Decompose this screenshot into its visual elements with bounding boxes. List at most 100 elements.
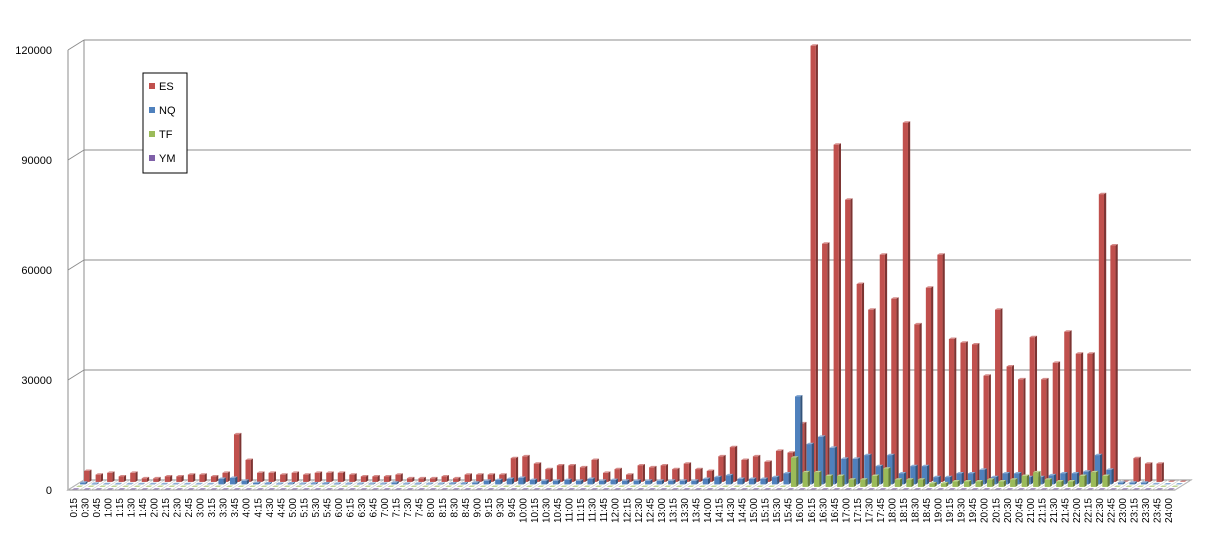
bar-es	[1133, 456, 1141, 482]
bar-es	[729, 445, 738, 482]
x-tick-label: 8:00	[426, 498, 437, 518]
bar-face	[368, 483, 374, 485]
bar-face	[1079, 474, 1087, 476]
bar-ym	[717, 488, 726, 490]
bar-face	[1109, 488, 1118, 490]
bar-face	[481, 473, 484, 482]
bar-face	[506, 477, 515, 479]
bar-face	[1096, 470, 1099, 487]
bar-face	[319, 471, 323, 482]
bar-face	[337, 471, 346, 473]
bar-face	[1076, 472, 1080, 485]
bar-face	[830, 474, 833, 487]
bar-face	[110, 485, 119, 487]
bar-face	[568, 465, 574, 482]
bar-ym	[821, 488, 829, 490]
bar-face	[152, 488, 161, 490]
bar-tf	[295, 485, 303, 487]
bar-es	[879, 253, 888, 482]
bar-face	[1144, 463, 1151, 482]
bar-ym	[994, 488, 1002, 490]
bar-face	[844, 488, 853, 490]
bar-face	[633, 479, 641, 481]
gridline-side	[67, 39, 85, 51]
bar-es	[233, 432, 242, 482]
bar-face	[91, 482, 99, 484]
bar-ym	[810, 488, 818, 490]
bar-tf	[664, 485, 672, 487]
bar-face	[118, 476, 124, 482]
bar-face	[752, 488, 760, 490]
bar-ym	[1109, 488, 1118, 490]
bar-face	[477, 481, 480, 485]
bar-face	[975, 481, 981, 487]
bar-ym	[890, 488, 899, 490]
bar-es	[1179, 480, 1187, 482]
floor-grid	[102, 479, 119, 491]
bar-face	[256, 488, 264, 490]
bar-face	[118, 475, 127, 477]
bar-ym	[72, 488, 80, 490]
bar-face	[802, 472, 808, 487]
bar-nq	[541, 479, 549, 485]
bar-face	[765, 477, 768, 485]
bar-face	[764, 461, 770, 482]
bar-face	[913, 488, 922, 490]
bar-face	[925, 287, 932, 482]
floor-grid	[137, 479, 154, 491]
x-tick-label: 22:45	[1107, 498, 1118, 523]
bar-face	[688, 462, 692, 482]
bar-face	[1160, 485, 1168, 487]
bar-face	[268, 471, 276, 473]
bar-es	[510, 456, 519, 482]
bar-face	[571, 485, 580, 487]
bar-face	[291, 472, 297, 482]
bar-face	[419, 482, 422, 485]
bar-tf	[860, 478, 868, 487]
bar-face	[725, 475, 732, 485]
bar-es	[476, 473, 484, 482]
bar-face	[1129, 482, 1135, 485]
x-tick-label: 4:45	[276, 498, 287, 518]
bar-face	[861, 282, 865, 482]
bar-face	[176, 476, 182, 482]
bar-face	[1006, 365, 1014, 367]
bar-tf	[894, 478, 903, 487]
bar-face	[1046, 377, 1049, 482]
bar-face	[1064, 331, 1070, 482]
bar-face	[1038, 470, 1041, 487]
bar-face	[453, 476, 461, 479]
x-tick-label: 6:30	[357, 498, 368, 518]
bar-face	[775, 450, 782, 482]
bar-es	[1006, 365, 1014, 482]
bar-es	[741, 458, 749, 482]
bar-face	[522, 454, 530, 457]
bar-face	[327, 481, 330, 485]
bar-face	[615, 478, 618, 485]
bar-face	[1029, 335, 1038, 338]
bar-face	[875, 464, 884, 467]
x-tick-label: 17:15	[853, 498, 864, 523]
bar-face	[89, 469, 92, 482]
bar-face	[119, 482, 123, 485]
bar-tf	[756, 485, 764, 487]
bar-tf	[687, 485, 695, 487]
bar-nq	[368, 482, 376, 485]
bar-face	[1075, 488, 1083, 490]
bar-face	[529, 480, 535, 485]
bar-face	[679, 480, 685, 485]
bar-es	[556, 464, 565, 482]
bar-face	[756, 485, 764, 487]
x-tick-label: 15:30	[772, 498, 783, 523]
bar-ym	[556, 488, 564, 490]
floor-grid	[321, 479, 338, 491]
bar-face	[454, 481, 457, 485]
bar-face	[95, 473, 103, 475]
bar-face	[1007, 472, 1010, 485]
bar-face	[430, 476, 438, 479]
bar-ym	[198, 488, 207, 490]
bar-es	[430, 476, 438, 482]
x-tick-label: 7:45	[415, 498, 426, 518]
bar-ym	[648, 488, 657, 490]
bar-es	[187, 473, 196, 482]
